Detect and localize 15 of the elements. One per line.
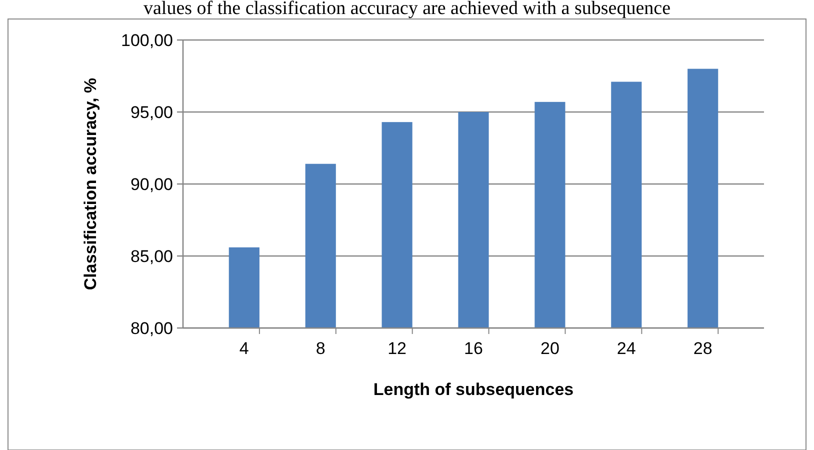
x-tick-label: 4 [239, 339, 249, 358]
y-tick-label: 100,00 [121, 30, 173, 50]
x-tick-label: 8 [316, 339, 326, 358]
y-tick-label: 95,00 [130, 102, 173, 122]
y-tick-label: 80,00 [130, 318, 173, 338]
y-axis-title: Classification accuracy, % [81, 78, 100, 290]
y-tick-label: 85,00 [130, 246, 173, 266]
text: values of the classification accuracy are achieved with a subsequence [144, 0, 670, 19]
y-tick-label: 90,00 [130, 174, 173, 194]
x-tick-label: 20 [540, 339, 560, 358]
x-tick-label: 12 [388, 339, 407, 358]
x-tick-label: 28 [693, 339, 712, 358]
x-tick-label: 24 [616, 339, 636, 358]
x-axis-title: Length of subsequences [373, 380, 574, 399]
x-tick-label: 16 [464, 339, 483, 358]
